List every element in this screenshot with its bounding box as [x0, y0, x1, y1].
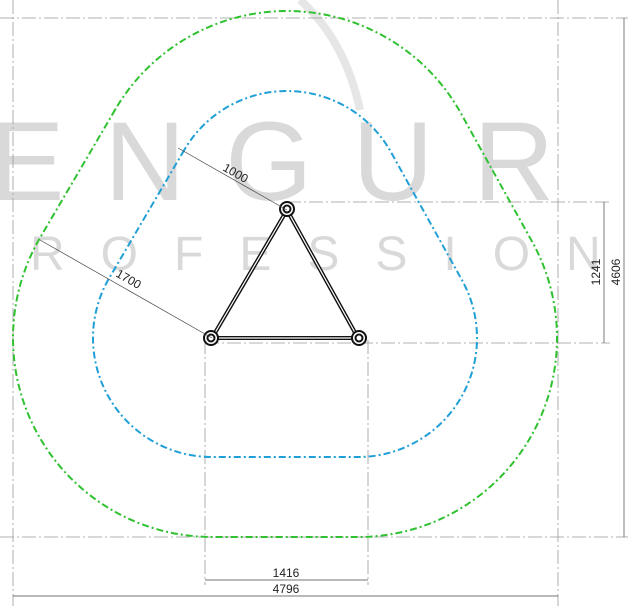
triangle-frame [210, 208, 360, 340]
inner-zone [92, 90, 478, 458]
outer-zone [12, 10, 558, 538]
dimension-label: 1241 [589, 258, 603, 285]
watermark-swoosh [297, 0, 364, 111]
leader-line [177, 147, 288, 211]
post [203, 201, 367, 346]
dimension-label: 4796 [273, 582, 300, 596]
dimension-label: 1416 [273, 566, 300, 580]
leader-line [39, 239, 213, 339]
watermark-subtitle: PROFESSION [0, 228, 628, 281]
dimension-label: 4606 [609, 258, 623, 285]
watermark-title: ENGUR [0, 99, 594, 224]
